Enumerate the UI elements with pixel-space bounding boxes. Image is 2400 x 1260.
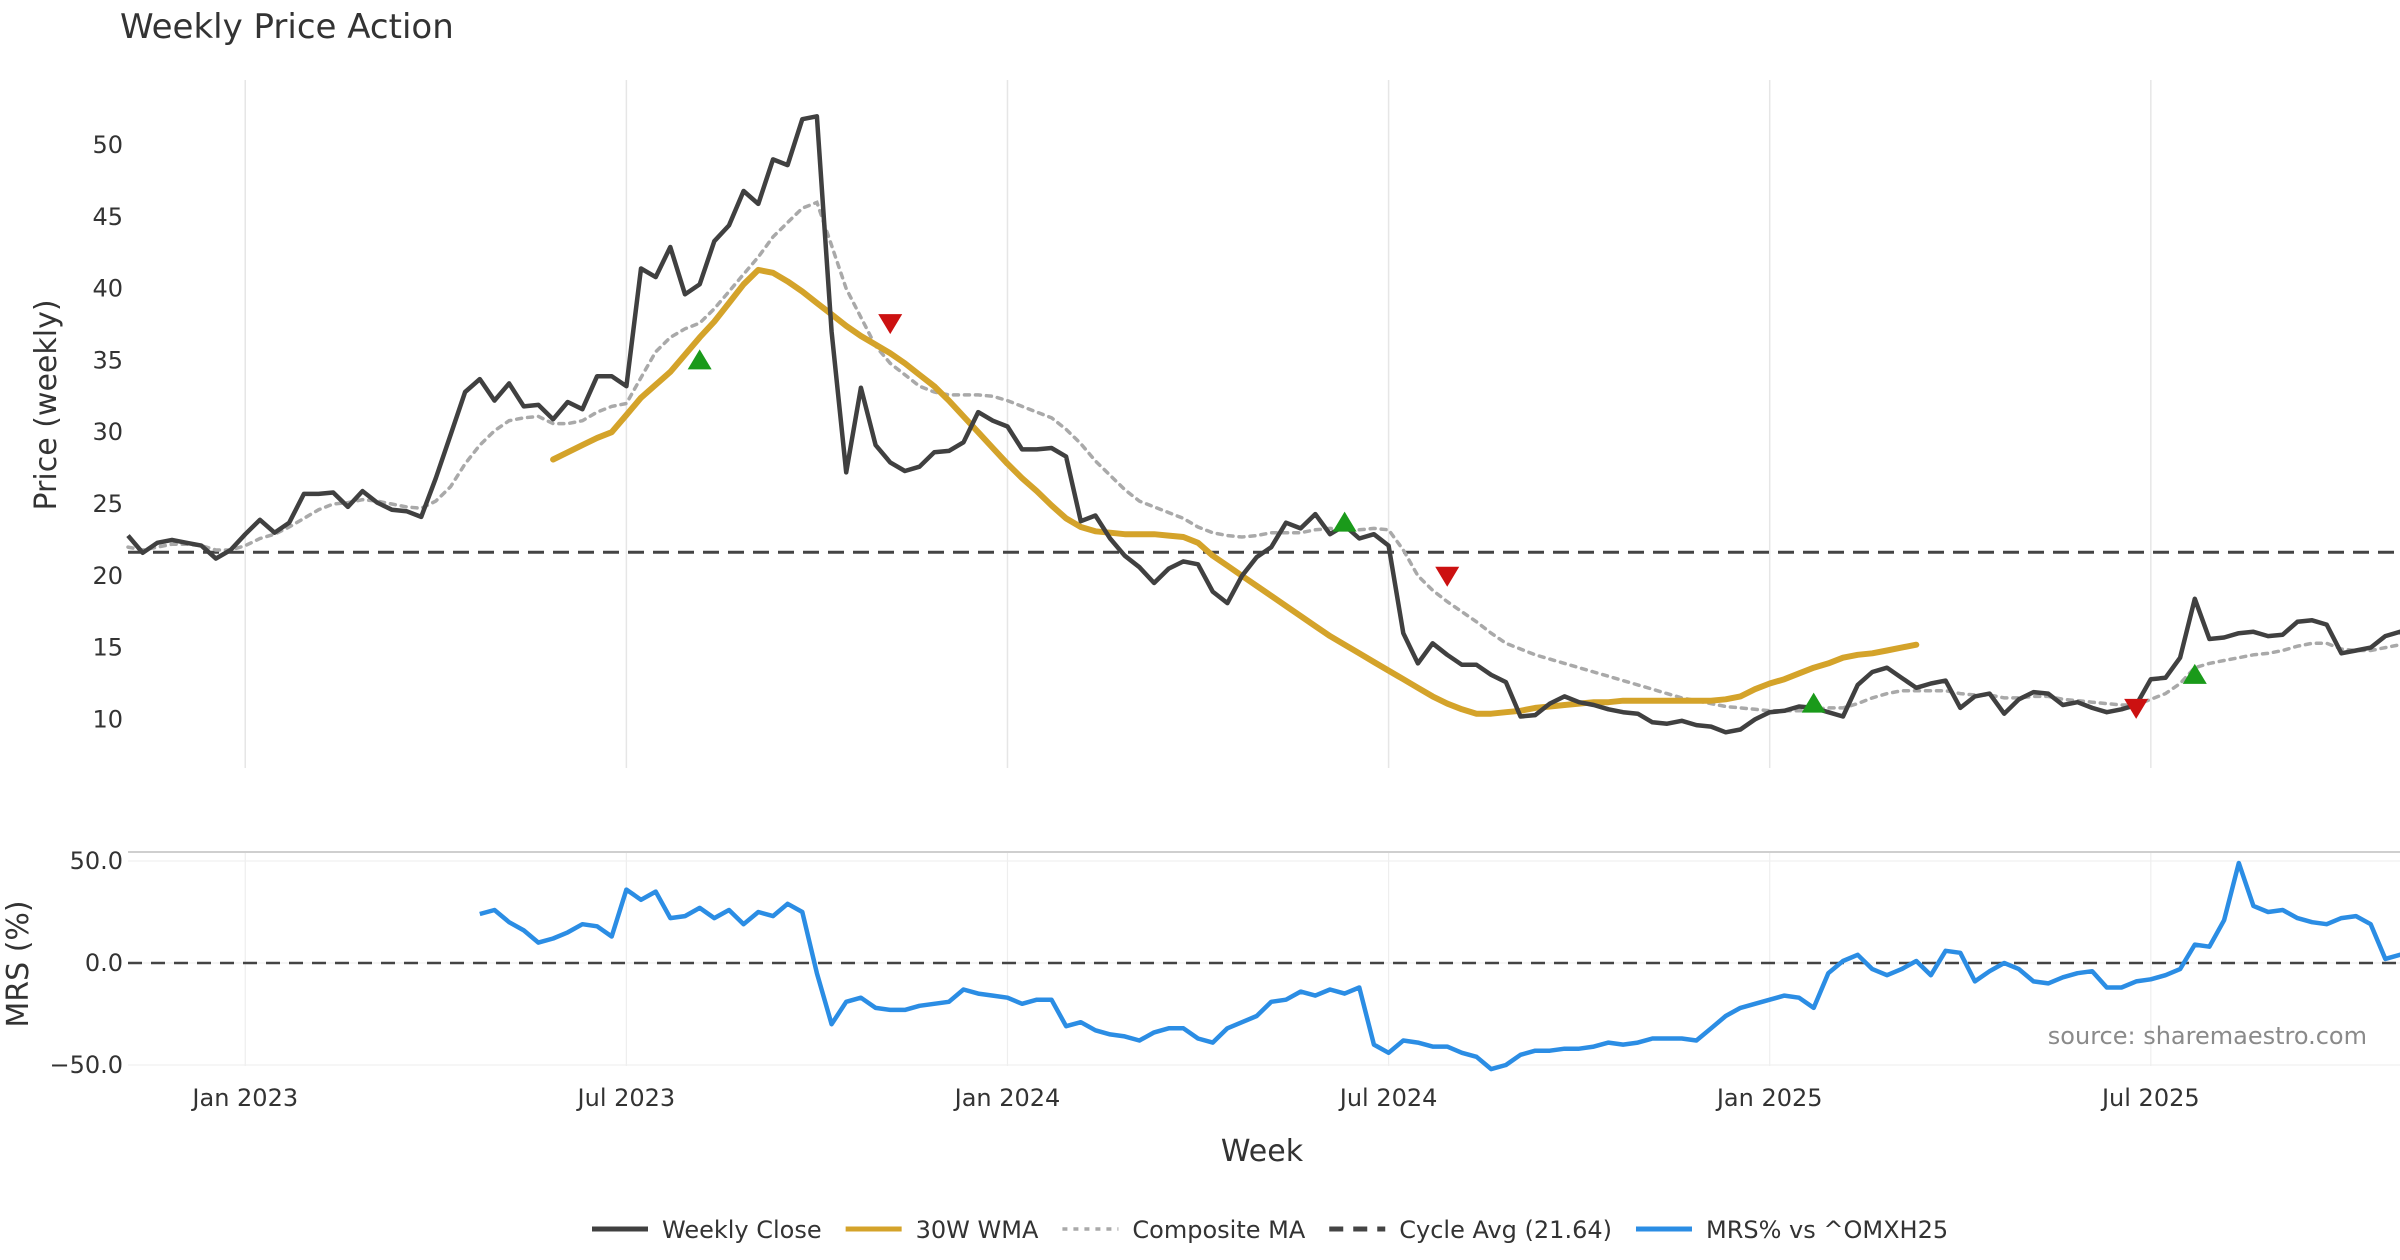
legend-label: 30W WMA — [916, 1216, 1039, 1244]
price-y-tick-label: 50 — [92, 131, 123, 159]
price-y-tick-label: 30 — [92, 418, 123, 446]
x-tick-label: Jan 2023 — [190, 1084, 298, 1112]
buy-signal-marker — [687, 349, 712, 370]
mrs-y-tick-label: 0.0 — [85, 949, 123, 977]
price-y-tick-label: 20 — [92, 562, 123, 590]
legend-label: Weekly Close — [662, 1216, 822, 1244]
price-y-tick-label: 35 — [92, 346, 123, 374]
price-y-tick-label: 25 — [92, 490, 123, 518]
wma-30w-line — [550, 266, 1920, 717]
x-axis-title: Week — [1221, 1134, 1304, 1169]
sell-signal-marker — [2124, 698, 2149, 719]
composite-ma-line — [126, 200, 2400, 713]
legend: Weekly Close 30W WMA Composite MA Cycle Avg… — [592, 1216, 1948, 1244]
source-note: source: sharemaestro.com — [2048, 1022, 2367, 1050]
legend-label: Cycle Avg (21.64) — [1399, 1216, 1612, 1244]
mrs-line — [479, 860, 2400, 1072]
price-y-tick-label: 45 — [92, 203, 123, 231]
x-tick-label: Jul 2025 — [2100, 1084, 2200, 1112]
buy-signal-marker — [1801, 692, 1826, 713]
mrs-axis-title: MRS (%) — [1, 900, 36, 1027]
x-tick-label: Jul 2024 — [1338, 1084, 1438, 1112]
x-tick-label: Jan 2024 — [953, 1084, 1061, 1112]
price-y-tick-label: 15 — [92, 634, 123, 662]
buy-signal-marker — [1332, 511, 1357, 532]
mrs-y-tick-label: 50.0 — [70, 847, 123, 875]
price-panel: 10 15 20 25 30 35 40 45 50 — [92, 80, 2400, 768]
price-y-tick-label: 40 — [92, 275, 123, 303]
sell-signal-marker — [1435, 566, 1460, 587]
x-tick-label: Jan 2025 — [1715, 1084, 1823, 1112]
price-y-tick-label: 10 — [92, 705, 123, 733]
mrs-y-tick-label: −50.0 — [49, 1051, 123, 1079]
legend-label: Composite MA — [1132, 1216, 1305, 1244]
weekly-close-line — [126, 114, 2400, 735]
mrs-panel: −50.0 0.0 50.0 Jan 2023 Jul 2023 Jan 2024 Jul … — [49, 847, 2400, 1112]
legend-label: MRS% vs ^OMXH25 — [1706, 1216, 1948, 1244]
buy-signal-marker — [2182, 663, 2207, 684]
price-axis-title: Price (weekly) — [29, 299, 64, 510]
x-tick-label: Jul 2023 — [576, 1084, 676, 1112]
chart-title: Weekly Price Action — [120, 7, 454, 47]
sell-signal-marker — [878, 314, 903, 335]
